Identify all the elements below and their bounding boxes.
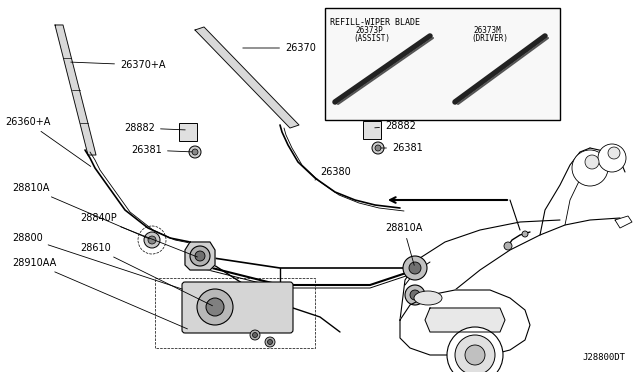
Text: (ASSIST): (ASSIST) bbox=[353, 34, 390, 43]
Text: 28840P: 28840P bbox=[80, 213, 197, 257]
Circle shape bbox=[598, 144, 626, 172]
Circle shape bbox=[268, 340, 273, 344]
Text: 26370+A: 26370+A bbox=[71, 60, 166, 70]
Text: 26373M: 26373M bbox=[473, 26, 500, 35]
Text: 26381: 26381 bbox=[381, 143, 423, 153]
Ellipse shape bbox=[414, 291, 442, 305]
Text: 28882: 28882 bbox=[124, 123, 185, 133]
Circle shape bbox=[189, 146, 201, 158]
Text: 28910AA: 28910AA bbox=[12, 258, 188, 329]
Circle shape bbox=[410, 290, 420, 300]
FancyBboxPatch shape bbox=[363, 121, 381, 139]
Bar bbox=[155, 278, 315, 348]
Polygon shape bbox=[185, 242, 215, 270]
Circle shape bbox=[190, 246, 210, 266]
Circle shape bbox=[522, 231, 528, 237]
Text: 26380: 26380 bbox=[315, 167, 351, 180]
Text: J28800DT: J28800DT bbox=[582, 353, 625, 362]
Polygon shape bbox=[400, 290, 530, 355]
FancyBboxPatch shape bbox=[182, 282, 293, 333]
FancyBboxPatch shape bbox=[179, 123, 197, 141]
Text: 28810A: 28810A bbox=[12, 183, 150, 239]
Text: 26373P: 26373P bbox=[355, 26, 383, 35]
Text: 26381: 26381 bbox=[131, 145, 192, 155]
Circle shape bbox=[504, 242, 512, 250]
Circle shape bbox=[195, 251, 205, 261]
Polygon shape bbox=[55, 25, 96, 155]
Text: 26360+A: 26360+A bbox=[5, 117, 91, 166]
Text: 28882: 28882 bbox=[375, 121, 416, 131]
Circle shape bbox=[375, 145, 381, 151]
Circle shape bbox=[405, 285, 425, 305]
Circle shape bbox=[572, 150, 608, 186]
Circle shape bbox=[253, 333, 257, 337]
Bar bbox=[325, 8, 560, 120]
Circle shape bbox=[585, 155, 599, 169]
Circle shape bbox=[265, 337, 275, 347]
Circle shape bbox=[403, 256, 427, 280]
Text: 28810A: 28810A bbox=[385, 223, 422, 265]
Circle shape bbox=[608, 147, 620, 159]
Circle shape bbox=[148, 236, 156, 244]
Text: 28610: 28610 bbox=[80, 243, 212, 306]
Circle shape bbox=[206, 298, 224, 316]
Circle shape bbox=[250, 330, 260, 340]
Circle shape bbox=[409, 262, 421, 274]
Circle shape bbox=[455, 335, 495, 372]
Circle shape bbox=[372, 142, 384, 154]
Circle shape bbox=[197, 289, 233, 325]
Polygon shape bbox=[425, 308, 505, 332]
Circle shape bbox=[465, 345, 485, 365]
Text: REFILL-WIPER BLADE: REFILL-WIPER BLADE bbox=[330, 18, 420, 27]
Circle shape bbox=[192, 149, 198, 155]
Text: (DRIVER): (DRIVER) bbox=[471, 34, 508, 43]
Circle shape bbox=[447, 327, 503, 372]
Circle shape bbox=[144, 232, 160, 248]
Text: 28800: 28800 bbox=[12, 233, 182, 289]
Polygon shape bbox=[195, 27, 299, 128]
Text: 26370: 26370 bbox=[243, 43, 316, 53]
